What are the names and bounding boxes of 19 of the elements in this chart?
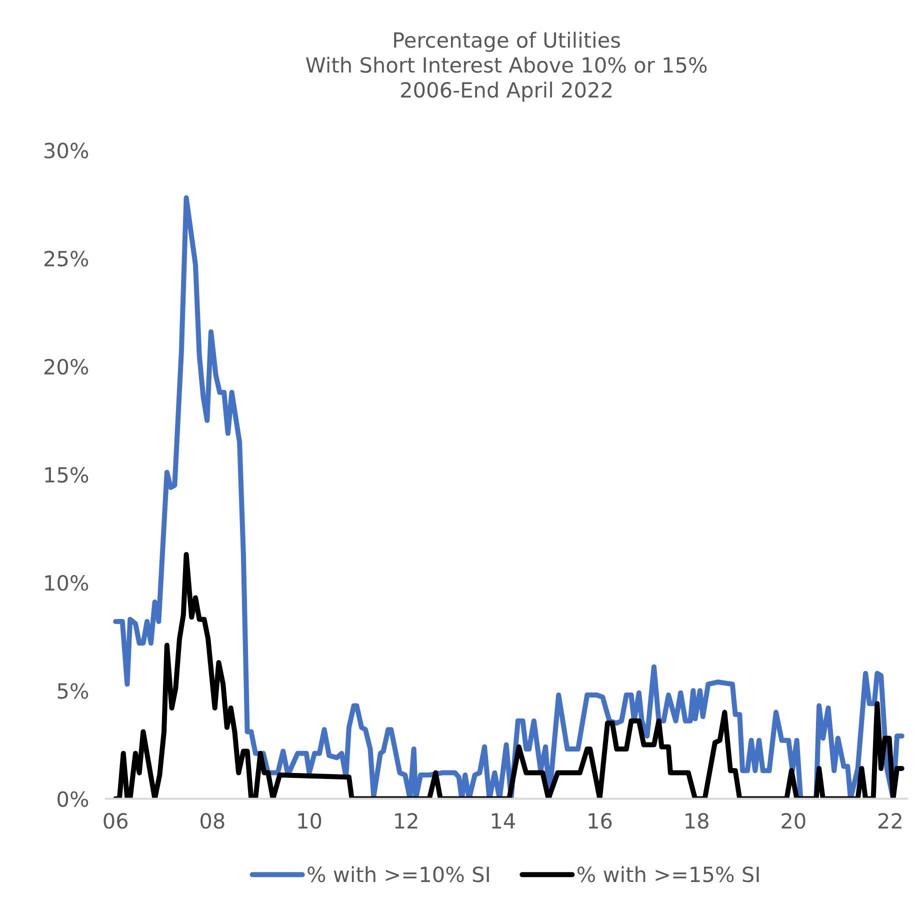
- y-tick-label: 0%: [58, 791, 88, 807]
- y-tick-label: 20%: [44, 358, 88, 375]
- x-tick-label: 14: [492, 813, 516, 828]
- y-tick-label: 5%: [58, 683, 88, 699]
- y-tick-label: 30%: [44, 142, 88, 158]
- chart-title: Percentage of Utilities With Short Interest Above 10% or 15% 2006-End April 2022: [306, 32, 707, 102]
- x-tick-label: 10: [298, 813, 322, 829]
- x-tick-label: 12: [395, 813, 418, 828]
- x-tick-label: 06: [104, 813, 128, 829]
- y-tick-label: 25%: [44, 250, 88, 267]
- x-tick-label: 08: [200, 813, 224, 829]
- x-tick-label: 22: [878, 813, 902, 828]
- y-tick-label: 10%: [45, 575, 88, 591]
- x-tick-label: 16: [588, 813, 612, 829]
- y-tick-label: 15%: [45, 466, 88, 483]
- x-tick-label: 20: [782, 813, 806, 829]
- x-tick-label: 18: [686, 813, 708, 829]
- legend-label: % with >=15% SI: [577, 866, 759, 882]
- legend-label: % with >=10% SI: [308, 866, 489, 882]
